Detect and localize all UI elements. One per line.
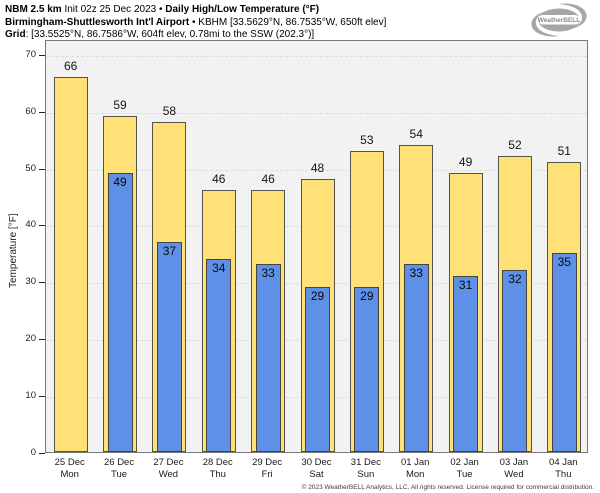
- y-tick-label: 20: [25, 333, 36, 345]
- low-value-label: 29: [310, 289, 325, 304]
- gridline-60: [46, 112, 587, 114]
- model-name: NBM 2.5 km: [5, 4, 62, 15]
- y-tick-label: 40: [25, 219, 36, 231]
- product-title: Daily High/Low Temperature (°F): [165, 4, 320, 15]
- low-value-label: 32: [508, 271, 522, 286]
- low-bar: 29: [354, 287, 380, 452]
- y-tick: [39, 453, 45, 454]
- grid-label: Grid: [5, 29, 26, 40]
- y-tick-label: 10: [25, 390, 36, 402]
- high-value-label: 59: [113, 98, 127, 113]
- low-value-label: 33: [409, 266, 423, 281]
- y-tick: [39, 54, 45, 56]
- x-axis-label: 01 Jan Mon: [400, 457, 430, 480]
- low-value-label: 33: [261, 266, 275, 281]
- high-bar: [53, 76, 88, 452]
- high-value-label: 48: [310, 160, 325, 175]
- high-value-label: 46: [261, 172, 275, 187]
- weatherbell-logo: WeatherBELL: [531, 3, 587, 37]
- y-tick-label: 60: [25, 105, 36, 117]
- x-axis-label: 31 Dec Sun: [350, 457, 381, 480]
- init-time: Init 02z 25 Dec 2023 •: [61, 4, 166, 15]
- low-bar: 33: [403, 264, 429, 452]
- header-line-2: Birmingham-Shuttlesworth Int'l Airport •…: [5, 17, 386, 30]
- y-tick: [39, 168, 45, 170]
- low-value-label: 49: [113, 175, 127, 190]
- x-axis-label: 25 Dec Mon: [54, 457, 85, 480]
- x-axis-label: 29 Dec Fri: [252, 457, 283, 480]
- station-name: Birmingham-Shuttlesworth Int'l Airport: [5, 16, 190, 28]
- y-tick: [39, 282, 45, 284]
- x-axis-label: 26 Dec Tue: [103, 457, 135, 480]
- x-axis-label: 27 Dec Wed: [153, 457, 184, 480]
- high-value-label: 46: [212, 172, 226, 187]
- low-value-label: 29: [360, 289, 374, 304]
- x-axis-label: 02 Jan Tue: [450, 457, 479, 480]
- x-axis-label: 28 Dec Thu: [202, 457, 233, 480]
- logo-brand-text: WeatherBELL: [538, 17, 581, 24]
- x-axis-label: 03 Jan Wed: [499, 457, 529, 480]
- low-value-label: 34: [212, 260, 226, 275]
- logo-banner: [538, 15, 580, 25]
- y-tick: [39, 339, 45, 341]
- chart-header: NBM 2.5 km Init 02z 25 Dec 2023 • Daily …: [5, 4, 386, 42]
- high-value-label: 53: [360, 132, 374, 147]
- low-bar: 29: [305, 287, 330, 452]
- header-line-1: NBM 2.5 km Init 02z 25 Dec 2023 • Daily …: [5, 4, 386, 17]
- copyright-text: © 2023 WeatherBELL Analytics, LLC. All r…: [301, 484, 594, 491]
- high-value-label: 66: [63, 58, 78, 73]
- high-value-label: 52: [508, 138, 522, 153]
- station-info: • KBHM [33.5629°N, 86.7535°W, 650ft elev…: [189, 16, 387, 28]
- high-value-label: 54: [409, 126, 423, 141]
- y-tick: [39, 225, 45, 227]
- high-value-label: 49: [458, 155, 473, 170]
- x-axis-label: 04 Jan Thu: [549, 457, 578, 480]
- y-tick-label: 50: [25, 162, 36, 174]
- y-tick-label: 0: [30, 447, 36, 458]
- low-value-label: 37: [162, 243, 177, 258]
- low-bar: 34: [206, 258, 232, 452]
- y-tick-label: 70: [25, 48, 36, 60]
- high-value-label: 58: [162, 104, 177, 119]
- low-bar: 49: [107, 173, 133, 452]
- low-bar: 33: [255, 264, 281, 452]
- low-value-label: 35: [557, 254, 571, 269]
- x-axis-label: 30 Dec Sat: [301, 457, 332, 480]
- low-value-label: 31: [458, 277, 473, 292]
- high-value-label: 51: [557, 143, 571, 158]
- plot-area: 66 59 49 58 37 46 34 46 33 48 29 53 29 54 33 49 31 52 32 51…: [45, 40, 588, 453]
- gridline-70: [46, 55, 587, 57]
- low-bar: 31: [453, 275, 479, 452]
- header-line-3: Grid: [33.5525°N, 86.7586°W, 604ft elev,…: [5, 29, 386, 42]
- y-tick: [39, 111, 45, 113]
- low-bar: 32: [502, 269, 528, 452]
- gridline-50: [46, 169, 587, 171]
- y-tick: [39, 396, 45, 398]
- y-tick-label: 30: [25, 276, 36, 288]
- low-bar: 37: [156, 241, 182, 452]
- low-bar: 35: [551, 252, 577, 452]
- grid-info: : [33.5525°N, 86.7586°W, 604ft elev, 0.7…: [25, 29, 315, 40]
